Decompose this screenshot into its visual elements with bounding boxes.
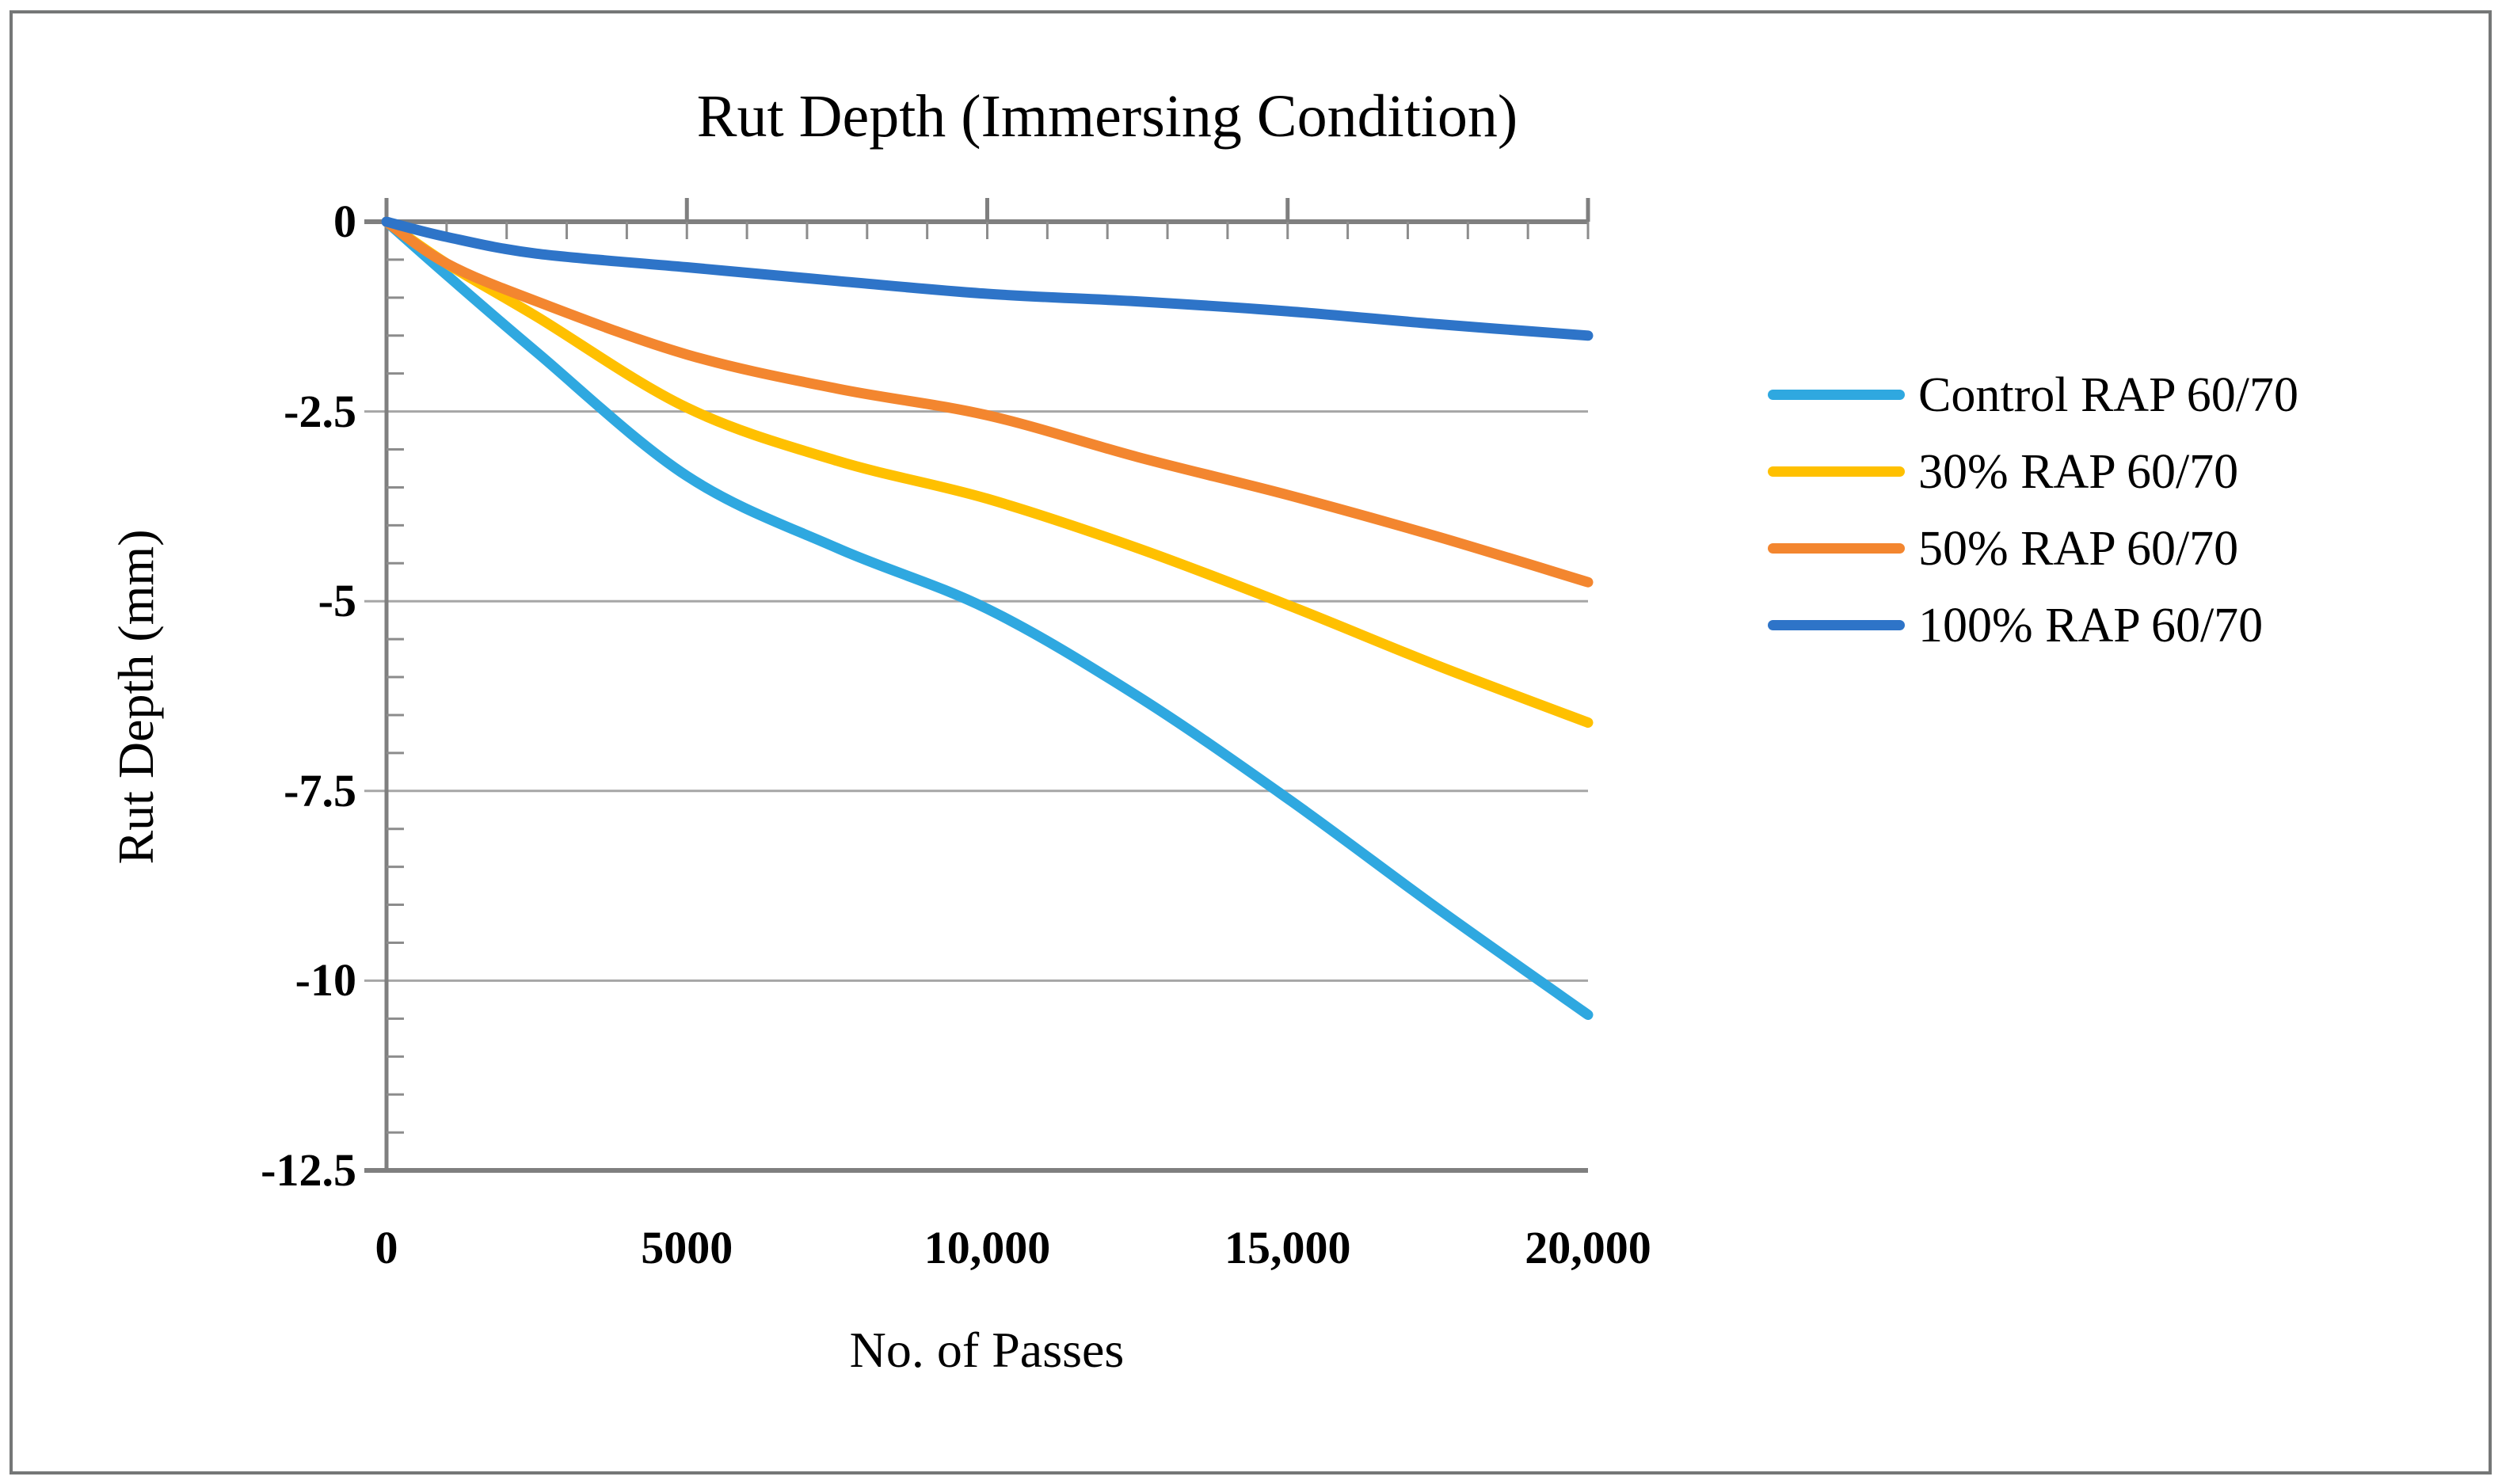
series-line-2 [381, 216, 1594, 728]
legend: Control RAP 60/70 30% RAP 60/70 50% RAP 60… [1768, 356, 2298, 664]
legend-row: 50% RAP 60/70 [1768, 510, 2298, 587]
x-tick-label: 0 [375, 1222, 398, 1273]
series-line-1 [381, 216, 1594, 1020]
legend-row: 100% RAP 60/70 [1768, 587, 2298, 664]
y-tick-label: -7.5 [284, 764, 356, 816]
legend-row: 30% RAP 60/70 [1768, 433, 2298, 510]
legend-label: Control RAP 60/70 [1918, 367, 2298, 422]
y-tick-label: -10 [295, 954, 356, 1006]
y-tick-label: 0 [333, 196, 356, 247]
y-tick-label: -12.5 [261, 1144, 356, 1196]
legend-label: 30% RAP 60/70 [1918, 444, 2239, 499]
legend-line-swatch [1768, 543, 1905, 554]
legend-line-swatch [1768, 620, 1905, 630]
x-axis-title: No. of Passes [849, 1322, 1125, 1378]
legend-label: 100% RAP 60/70 [1918, 598, 2264, 653]
legend-line-swatch [1768, 390, 1905, 400]
x-tick-label: 5000 [641, 1222, 733, 1273]
legend-line-swatch [1768, 466, 1905, 477]
legend-label: 50% RAP 60/70 [1918, 521, 2239, 576]
y-tick-label: -5 [318, 575, 356, 627]
x-tick-label: 15,000 [1224, 1222, 1351, 1273]
series-line-4 [381, 216, 1594, 341]
legend-row: Control RAP 60/70 [1768, 356, 2298, 433]
chart-title: Rut Depth (Immersing Condition) [696, 83, 1518, 150]
series-line-3 [381, 216, 1594, 588]
y-tick-label: -2.5 [284, 385, 356, 437]
x-tick-label: 20,000 [1525, 1222, 1651, 1273]
x-tick-label: 10,000 [923, 1222, 1051, 1273]
